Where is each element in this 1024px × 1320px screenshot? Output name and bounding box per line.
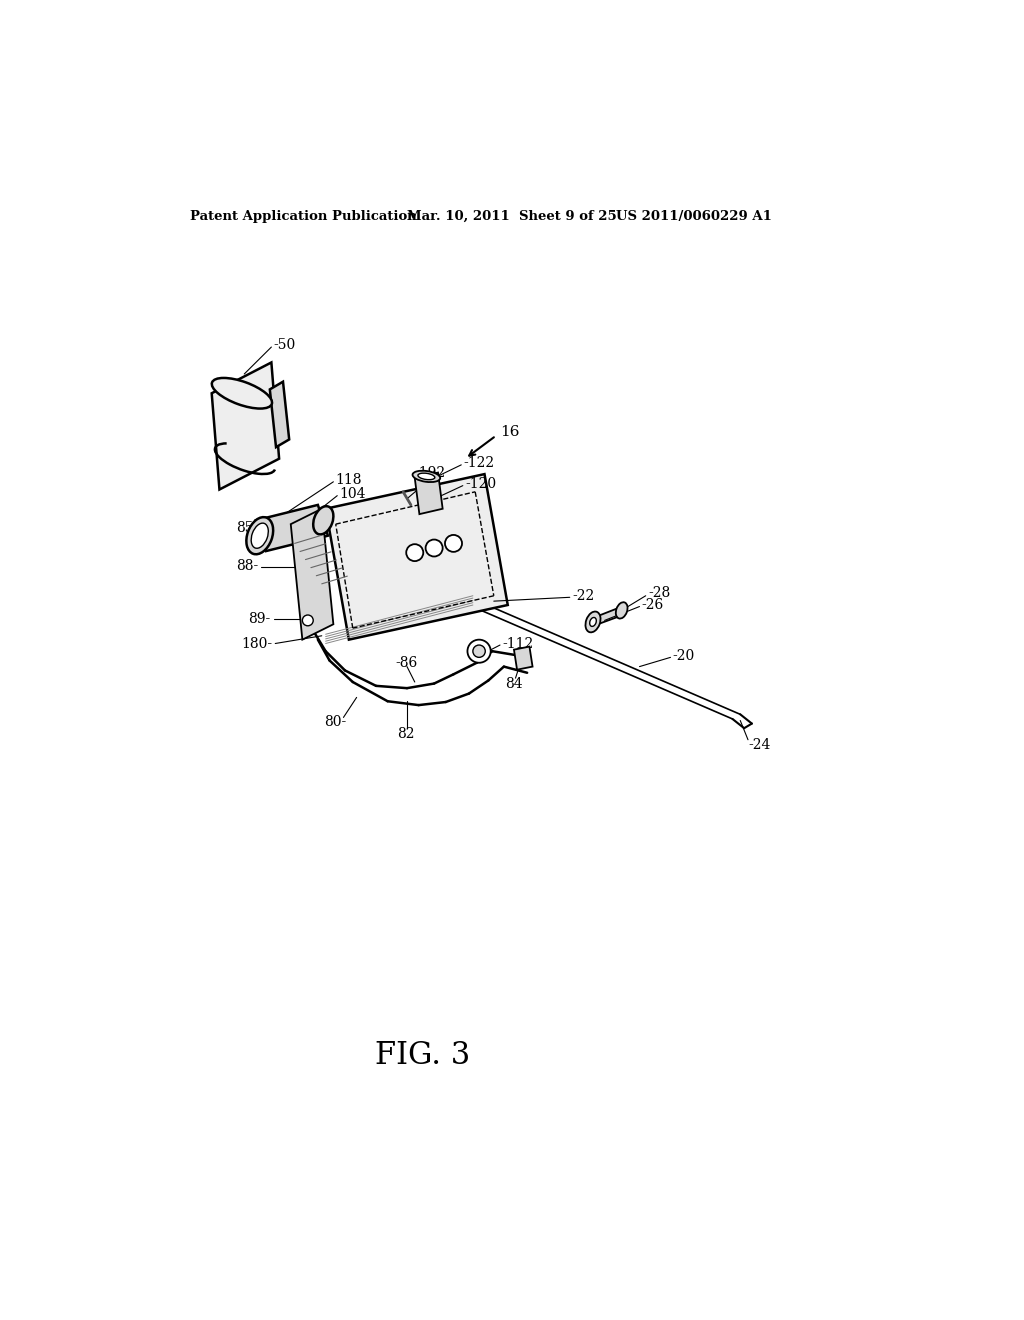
Circle shape — [426, 540, 442, 557]
Ellipse shape — [586, 611, 600, 632]
Text: 82: 82 — [396, 727, 414, 742]
Text: -28: -28 — [649, 586, 671, 601]
Text: US 2011/0060229 A1: US 2011/0060229 A1 — [616, 210, 772, 223]
Polygon shape — [592, 606, 624, 627]
Text: -26: -26 — [642, 598, 665, 612]
Ellipse shape — [313, 506, 334, 535]
Polygon shape — [270, 381, 289, 447]
Ellipse shape — [212, 378, 272, 409]
Text: 85-: 85- — [236, 521, 258, 535]
Circle shape — [302, 615, 313, 626]
Text: 16: 16 — [500, 425, 519, 438]
Text: 84: 84 — [505, 677, 523, 690]
Circle shape — [407, 544, 423, 561]
Text: -122: -122 — [464, 455, 495, 470]
Text: 88-: 88- — [236, 560, 258, 573]
Text: -24: -24 — [748, 738, 770, 752]
Text: -20: -20 — [673, 649, 695, 663]
Text: -192: -192 — [415, 466, 445, 479]
Ellipse shape — [418, 473, 435, 479]
Polygon shape — [415, 473, 442, 515]
Text: FIG. 3: FIG. 3 — [375, 1040, 470, 1071]
Text: 104: 104 — [340, 487, 366, 502]
Polygon shape — [514, 647, 532, 669]
Polygon shape — [212, 363, 280, 490]
Text: 180-: 180- — [241, 636, 272, 651]
Ellipse shape — [590, 618, 596, 627]
Text: -120: -120 — [465, 477, 497, 491]
Text: 80-: 80- — [325, 715, 347, 729]
Circle shape — [467, 640, 490, 663]
Text: -22: -22 — [572, 589, 594, 603]
Text: 118: 118 — [336, 474, 362, 487]
Polygon shape — [291, 508, 334, 640]
Circle shape — [445, 535, 462, 552]
Text: -112: -112 — [503, 636, 534, 651]
Ellipse shape — [615, 602, 628, 619]
Text: -86: -86 — [395, 656, 418, 669]
Polygon shape — [326, 474, 508, 640]
Ellipse shape — [251, 523, 268, 548]
Ellipse shape — [247, 517, 273, 554]
Text: Patent Application Publication: Patent Application Publication — [190, 210, 417, 223]
Circle shape — [473, 645, 485, 657]
Polygon shape — [256, 506, 328, 552]
Text: -50: -50 — [273, 338, 296, 351]
Text: 89-: 89- — [249, 612, 270, 626]
Ellipse shape — [413, 471, 440, 482]
Text: Mar. 10, 2011  Sheet 9 of 25: Mar. 10, 2011 Sheet 9 of 25 — [407, 210, 616, 223]
